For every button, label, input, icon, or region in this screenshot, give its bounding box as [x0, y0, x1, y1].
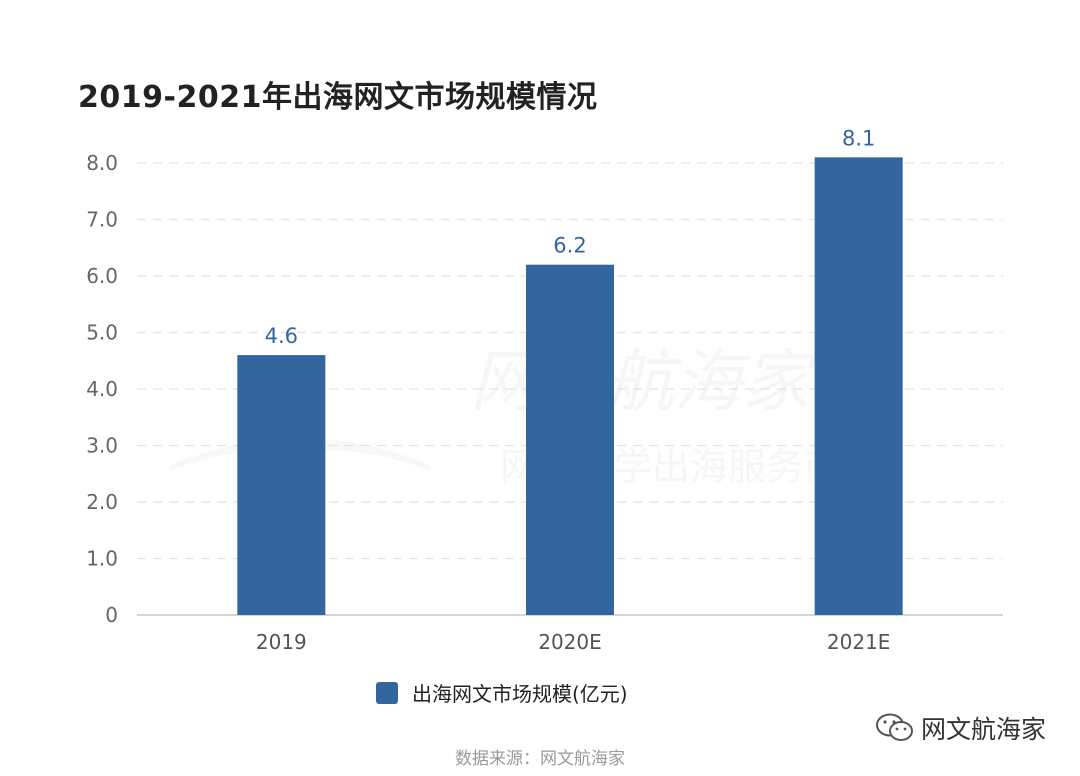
- y-tick-label: 6.0: [86, 264, 118, 288]
- data-label: 4.6: [265, 324, 298, 348]
- x-tick-label: 2020E: [538, 630, 602, 654]
- legend: 出海网文市场规模(亿元): [376, 678, 628, 707]
- y-tick-label: 3.0: [86, 434, 118, 458]
- y-tick-label: 7.0: [86, 208, 118, 232]
- y-tick-label: 8.0: [86, 151, 118, 175]
- chart-title: 2019-2021年出海网文市场规模情况: [78, 80, 598, 115]
- y-tick-label: 4.0: [86, 377, 118, 401]
- bar: [526, 264, 614, 615]
- book-watermark-icon: [170, 440, 430, 470]
- data-label: 6.2: [553, 234, 586, 258]
- y-tick-label: 0: [105, 603, 118, 627]
- bar: [237, 355, 326, 615]
- x-tick-label: 2019: [256, 630, 307, 654]
- y-tick-label: 1.0: [86, 547, 118, 571]
- bar: [814, 157, 903, 615]
- y-tick-label: 2.0: [86, 490, 118, 514]
- y-tick-label: 5.0: [86, 321, 118, 345]
- watermark-main: 网文航海家: [470, 343, 818, 422]
- legend-label: 出海网文市场规模(亿元): [412, 682, 628, 706]
- x-tick-label: 2021E: [827, 630, 891, 654]
- data-label: 8.1: [842, 126, 875, 150]
- brand-name: 网文航海家: [920, 715, 1046, 744]
- source-note: 数据来源：网文航海家: [455, 749, 625, 769]
- wechat-icon: [875, 713, 913, 741]
- brand: 网文航海家: [875, 710, 1046, 746]
- legend-swatch: [376, 681, 398, 704]
